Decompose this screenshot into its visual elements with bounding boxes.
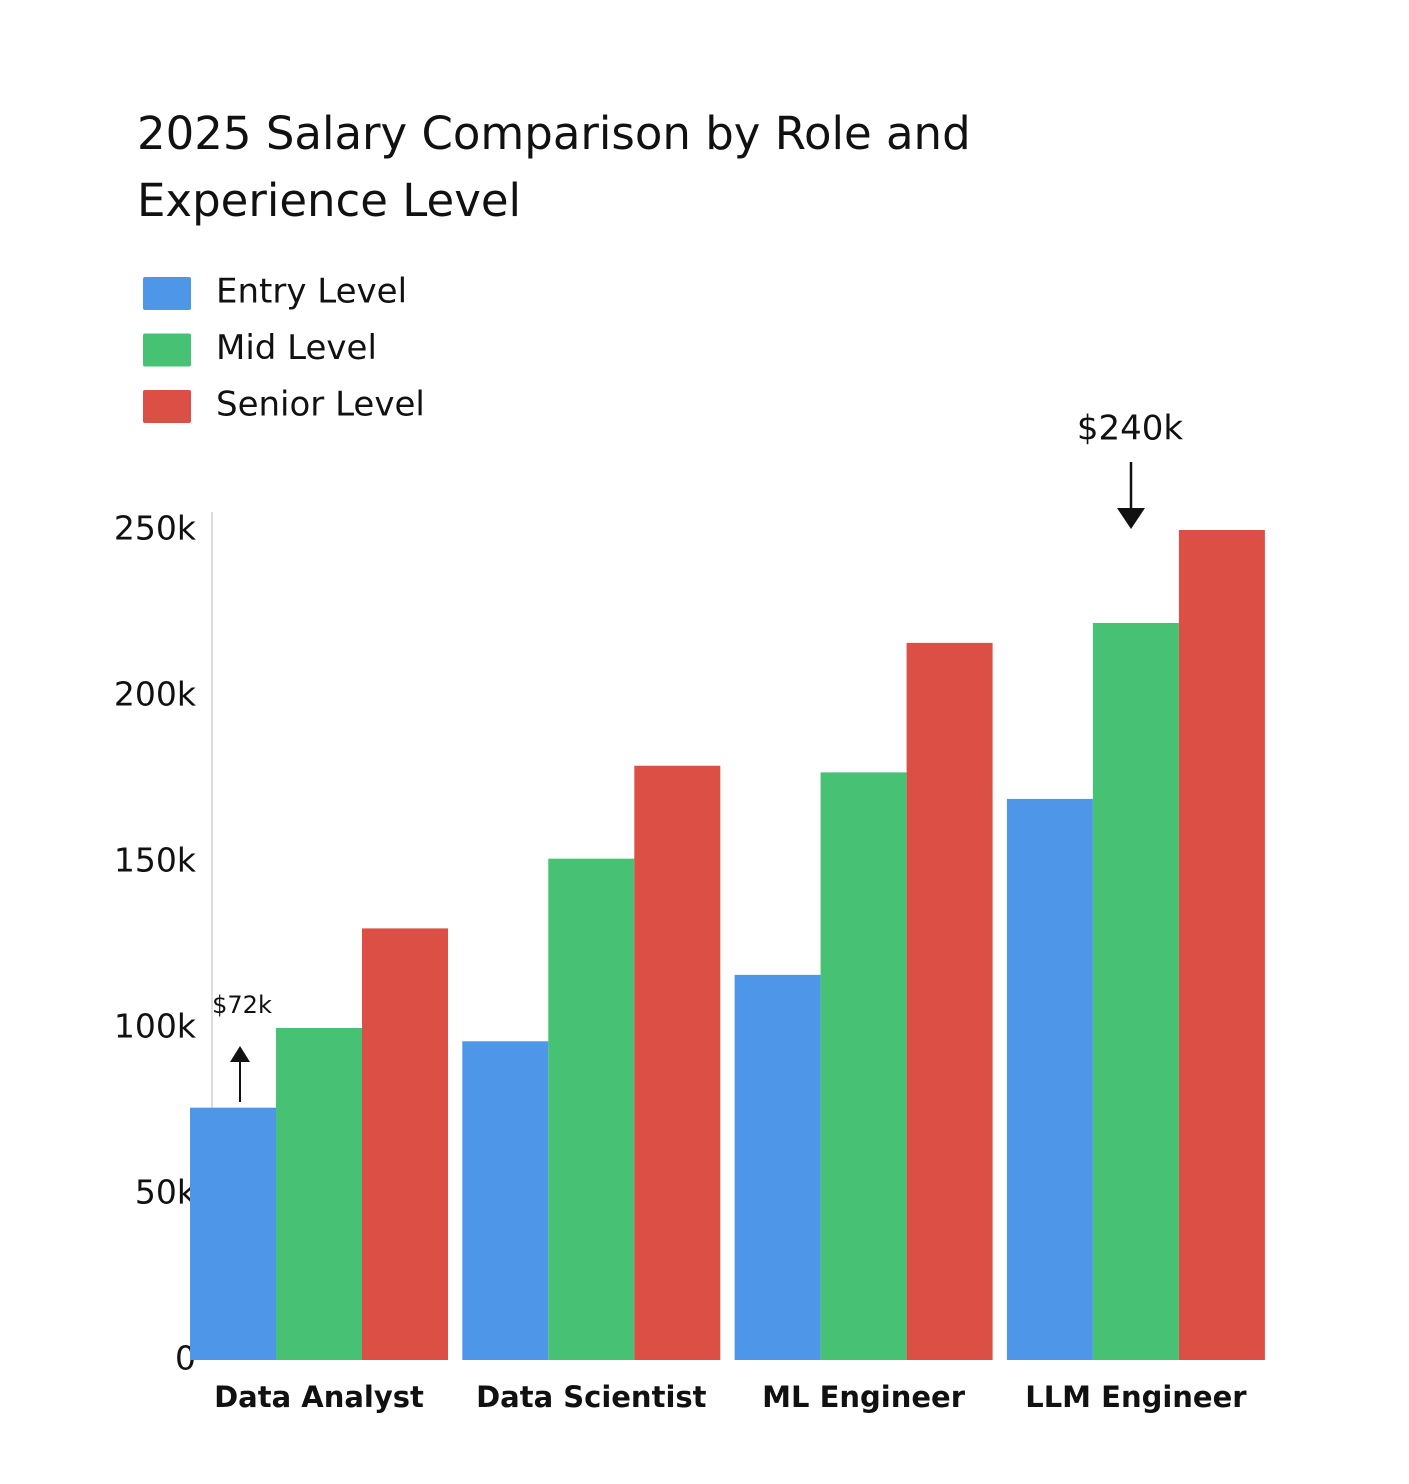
legend-swatch [143, 333, 191, 367]
x-tick-label: Data Scientist [476, 1380, 707, 1414]
x-tick-label: Data Analyst [214, 1380, 424, 1414]
bar [1006, 798, 1093, 1360]
chart-title: 2025 Salary Comparison by Role and Exper… [137, 107, 971, 227]
bar [1178, 530, 1265, 1360]
bar [276, 1028, 362, 1360]
annotation: $72k [212, 991, 272, 1019]
bar [1092, 622, 1179, 1360]
y-tick-label: 100k [114, 1007, 197, 1046]
legend-label: Senior Level [216, 385, 425, 425]
legend-swatch [143, 277, 191, 310]
x-tick-label: LLM Engineer [1025, 1380, 1247, 1414]
bar [634, 765, 721, 1360]
bar [190, 1107, 276, 1360]
bar [734, 974, 821, 1360]
bar [548, 858, 635, 1360]
annotation-arrowhead [1117, 508, 1145, 529]
y-tick-label: 50k [135, 1173, 197, 1212]
legend-swatch [143, 390, 191, 423]
legend-label: Entry Level [216, 272, 407, 312]
bar [462, 1041, 549, 1360]
y-tick-label: 150k [114, 841, 197, 880]
bar [362, 928, 448, 1360]
bar [820, 772, 907, 1360]
annotation-arrowhead [230, 1046, 250, 1062]
x-tick-label: ML Engineer [762, 1380, 966, 1414]
legend-label: Mid Level [216, 328, 377, 368]
y-tick-label: 200k [114, 675, 197, 714]
annotation: $240k [1077, 409, 1184, 449]
bar [906, 642, 993, 1360]
y-tick-label: 250k [114, 509, 197, 548]
